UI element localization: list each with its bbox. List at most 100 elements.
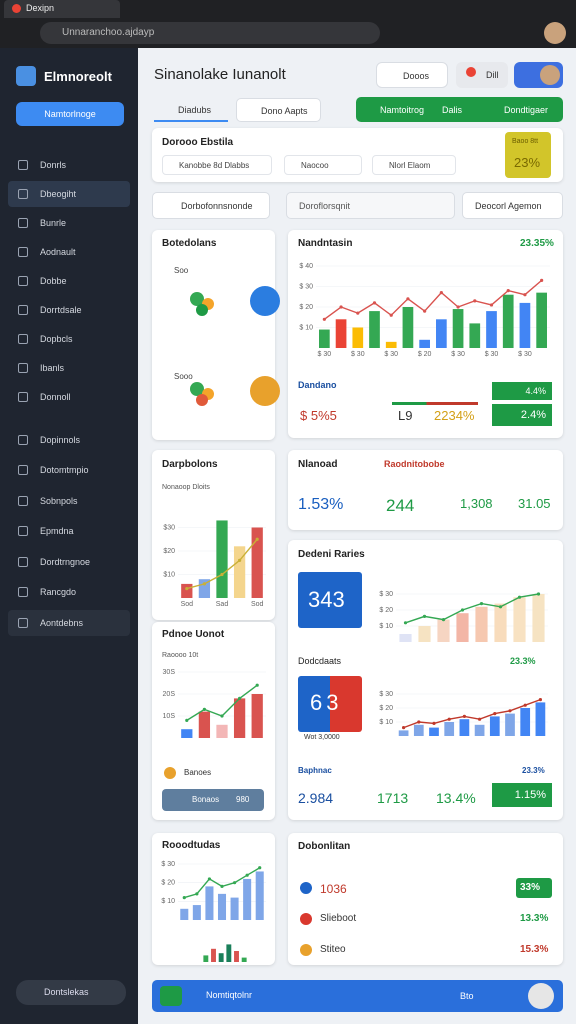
nav-item[interactable]: Dordtrngnoe — [40, 556, 91, 567]
trend-point — [479, 602, 484, 606]
nav-item[interactable]: Dbeogiht — [8, 181, 130, 207]
x-tick-label: Sad — [216, 601, 229, 608]
nav-icon — [18, 276, 28, 286]
x-tick-label: Sod — [181, 601, 194, 608]
alert-button[interactable]: Dill — [456, 62, 508, 88]
tab-item[interactable]: Diadubs — [154, 98, 228, 122]
bar — [234, 951, 239, 962]
trend-point — [447, 717, 451, 721]
footer-change: 23.3% — [522, 766, 545, 775]
bar — [218, 953, 224, 962]
cluster-a — [190, 292, 204, 306]
y-tick-label: $ 10 — [379, 623, 393, 630]
trend-point — [517, 595, 522, 599]
nav-item[interactable]: Dorrtdsale — [40, 305, 82, 315]
trend-point — [493, 712, 497, 716]
y-tick-label: $ 30 — [161, 861, 175, 868]
nav-item[interactable]: Dobbe — [40, 276, 67, 286]
card-title: Botedolans — [162, 238, 217, 249]
footer-title: Dandano — [298, 380, 337, 390]
bar — [230, 897, 239, 920]
bar — [429, 727, 439, 736]
bar — [399, 634, 412, 642]
filter-select[interactable]: Deocorl Agemon — [462, 192, 563, 219]
nav-item[interactable]: Dopinnols — [40, 434, 81, 445]
y-tick-label: $ 40 — [299, 263, 313, 270]
bar — [402, 307, 414, 348]
bar — [192, 905, 201, 920]
row-label: Sooo — [174, 372, 193, 381]
nav-item[interactable]: Ibanls — [40, 363, 65, 373]
card-title: Dobonlitan — [298, 841, 351, 852]
y-tick-label: $ 30 — [379, 691, 393, 698]
tab-item[interactable]: Dalis — [442, 105, 463, 115]
badge[interactable]: 4.4% — [492, 382, 552, 400]
y-tick-label: 30S — [163, 669, 176, 676]
nav-item[interactable]: Sobnpols — [40, 495, 78, 506]
bar — [456, 613, 469, 642]
nav-icon — [18, 526, 28, 536]
bar — [233, 698, 246, 738]
bar — [419, 339, 430, 348]
footer-title: Baphnac — [298, 766, 332, 775]
nav-item[interactable]: Rancgdo — [40, 587, 77, 597]
stat: 2234% — [434, 408, 475, 423]
tab-item[interactable]: Dono Aapts — [236, 98, 321, 122]
nav-icon — [18, 434, 28, 445]
x-tick-label: $ 30 — [351, 351, 365, 358]
nav-item[interactable]: Aodnault — [40, 247, 76, 257]
trend-point — [220, 884, 224, 888]
bar — [205, 886, 214, 920]
bar — [418, 626, 431, 642]
mini-chart: $10 $20 $30 Sod Sad Sod — [163, 520, 266, 608]
search-button[interactable]: Dooos — [376, 62, 448, 88]
badge[interactable]: 2.4% — [492, 404, 552, 426]
sidebar-footer[interactable]: Dontslekas — [16, 980, 126, 1005]
bar — [452, 309, 464, 348]
trend-point — [202, 707, 206, 711]
nav-item[interactable]: Dotomtmpio — [40, 465, 89, 475]
series-stat: 13.4% — [436, 790, 476, 806]
filter-input[interactable]: Doroflorsqnit — [286, 192, 455, 219]
badge[interactable]: 1.15% — [492, 783, 552, 807]
trend-point — [462, 714, 466, 718]
sidebar — [0, 48, 138, 1024]
y-tick-label: $ 10 — [299, 324, 313, 331]
row-value: 15.3% — [520, 944, 549, 955]
filter-chip[interactable]: Nlorl Elaom — [372, 155, 456, 175]
nav-item[interactable]: Dopbcls — [40, 334, 73, 344]
trend-point — [232, 881, 237, 885]
footer-action[interactable]: Bto — [460, 991, 474, 1001]
bar — [243, 878, 252, 920]
nav-item[interactable]: Aontdebns — [8, 609, 130, 636]
filter-chip[interactable]: Kanobbe 8d Dlabbs — [162, 155, 272, 175]
trend-point — [389, 313, 393, 317]
trend-point — [403, 621, 408, 625]
bar — [520, 708, 531, 736]
filter-chip[interactable]: Naocoo — [284, 155, 362, 175]
primary-button[interactable]: Namtorlnoge — [16, 102, 124, 126]
y-tick-label: $30 — [163, 524, 175, 531]
nav-item[interactable]: Donrls — [40, 160, 67, 170]
trend-point — [489, 303, 494, 307]
row-icon — [300, 882, 312, 894]
nav-item[interactable]: Donnoll — [40, 392, 71, 402]
mini-chart: $ 10 $ 20 $ 30 — [161, 861, 266, 920]
bar — [437, 619, 450, 642]
y-tick-label: 20S — [163, 691, 176, 698]
filter-button[interactable]: Dorbofonnsnonde — [152, 192, 270, 219]
pill-label: Bonaos — [192, 795, 220, 804]
row-label: Slieboot — [320, 913, 357, 924]
bar — [474, 724, 485, 736]
select[interactable]: Banoes — [184, 768, 212, 777]
tab-item[interactable]: Dondtigaer — [504, 105, 549, 115]
y-tick-label: $ 30 — [379, 591, 393, 598]
row-value: 33% — [520, 882, 541, 893]
bar — [251, 694, 263, 738]
bar — [233, 546, 246, 598]
nav-item[interactable]: Epmdna — [40, 526, 74, 536]
row-icon — [300, 944, 312, 956]
nav-item[interactable]: Bunrle — [40, 218, 67, 228]
tab-item[interactable]: Namtoitrog — [380, 105, 425, 115]
footer-avatar — [528, 983, 554, 1009]
